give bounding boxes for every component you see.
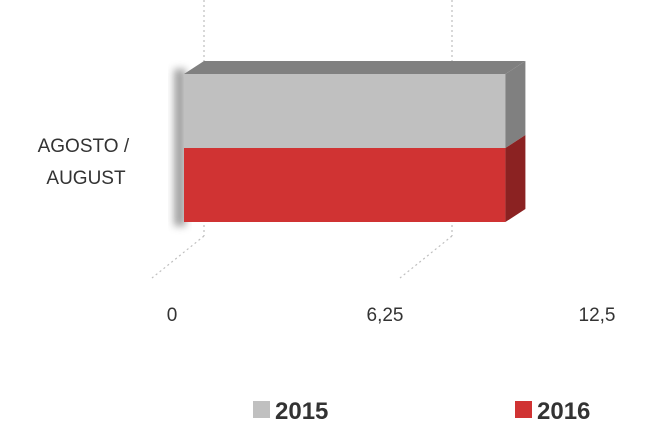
legend-swatch-2016	[515, 401, 532, 418]
bar-side-2016	[505, 135, 526, 222]
category-label: AGOSTO / AUGUST	[38, 136, 135, 189]
bar-top-2015	[184, 61, 526, 74]
x-tick-label-2: 12,5	[579, 305, 616, 326]
legend-item-2015: 2015	[253, 398, 328, 421]
legend-item-2016: 2016	[515, 398, 590, 421]
bars	[184, 61, 526, 222]
bar-front-2015	[184, 74, 506, 148]
category-label-line-2: AUGUST	[46, 168, 126, 189]
x-tick-label-0: 0	[167, 305, 178, 326]
bar-shadow	[174, 69, 186, 226]
bar-side-2015	[505, 61, 526, 148]
gridline-floor-0	[151, 235, 205, 279]
bar-2015	[184, 61, 526, 148]
legend-label-2016: 2016	[537, 398, 590, 421]
bar-shadow-strip	[174, 69, 186, 226]
legend: 2015 2016	[253, 398, 590, 421]
x-tick-label-1: 6,25	[367, 305, 404, 326]
gridline-floor-1	[399, 235, 453, 279]
legend-label-2015: 2015	[275, 398, 328, 421]
category-label-line-1: AGOSTO /	[38, 136, 130, 157]
bar-2016	[184, 135, 526, 222]
legend-swatch-2015	[253, 401, 270, 418]
bar-front-2016	[184, 148, 506, 222]
